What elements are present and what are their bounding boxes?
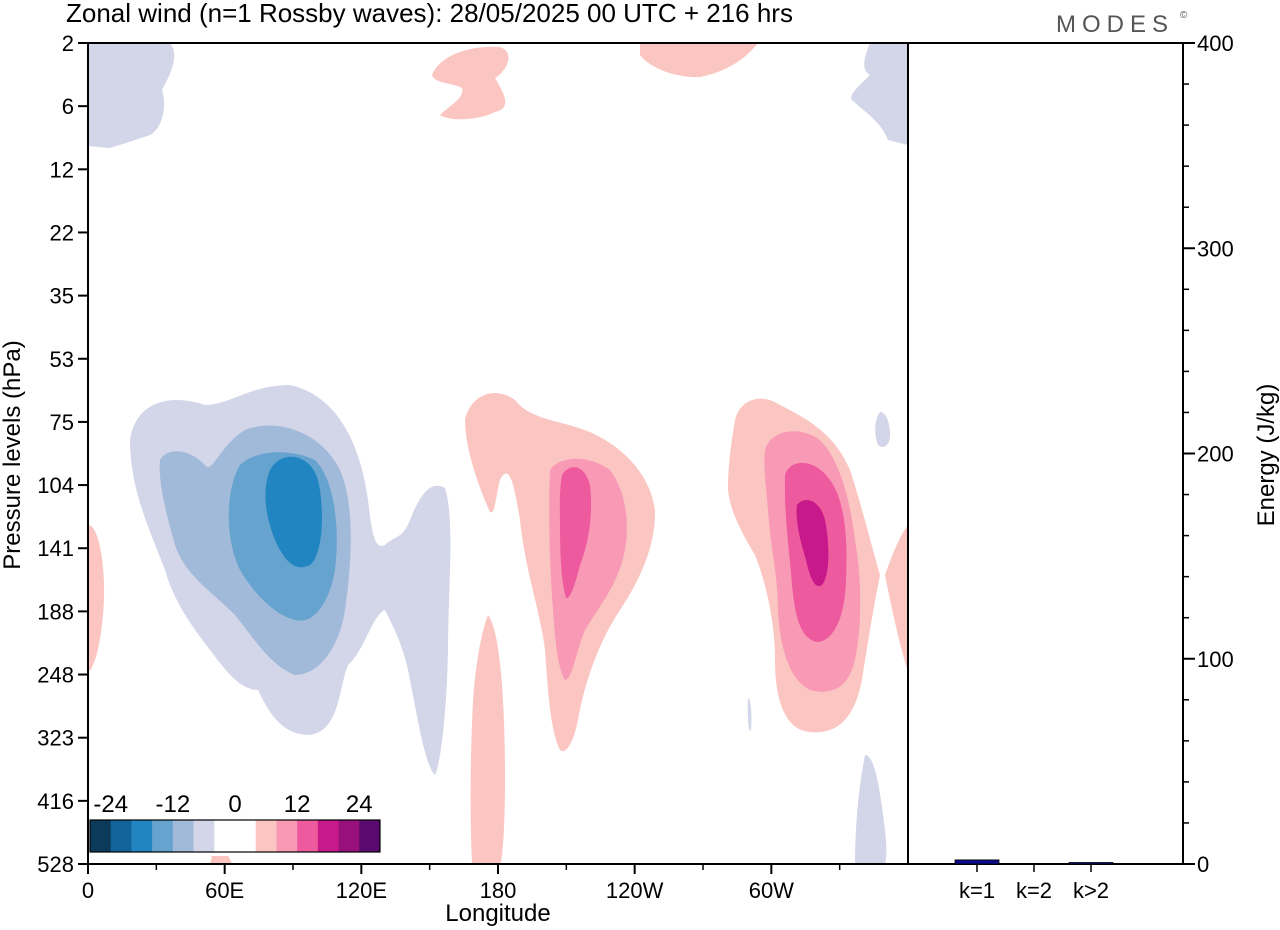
y-axis-label: Pressure levels (hPa) [0, 340, 26, 569]
y-tick-label: 188 [37, 599, 74, 624]
colorbar-swatch [317, 820, 339, 852]
colorbar-label: -12 [156, 791, 191, 818]
colorbar-swatch [338, 820, 360, 852]
y-tick-label: 528 [37, 852, 74, 877]
y-tick-label: 53 [50, 347, 74, 372]
energy-cat-label: k=1 [959, 878, 995, 903]
colorbar-swatch [172, 820, 194, 852]
energy-tick-label: 400 [1197, 31, 1234, 56]
contour-pos-top-b [640, 43, 758, 78]
x-tick-label: 180 [480, 878, 517, 903]
energy-tick-label: 100 [1197, 647, 1234, 672]
y-tick-label: 6 [62, 94, 74, 119]
logo-text: MODES [1056, 11, 1174, 38]
logo-mark: © [1180, 10, 1188, 21]
contour-pos-1c [559, 467, 592, 599]
x-tick-label: 0 [82, 878, 94, 903]
colorbar-swatch [214, 820, 236, 852]
colorbar-swatch [110, 820, 132, 852]
contour-neg-top-right [851, 43, 908, 145]
y-axis: 2 6 12 22 35 53 75 104 141 188 248 323 416 528 [37, 31, 88, 877]
y-tick-label: 248 [37, 663, 74, 688]
x-tick-label: 60E [205, 878, 244, 903]
colorbar-swatch [90, 820, 112, 852]
energy-axis-label: Energy (J/kg) [1253, 384, 1280, 527]
energy-bar-k>2 [1068, 862, 1114, 865]
colorbar-swatch [359, 820, 381, 852]
energy-bars: k=1 k=2 k>2 [954, 859, 1114, 903]
y-tick-label: 35 [50, 284, 74, 309]
contour-neg-top-left [88, 43, 175, 148]
contour-pos-top-a [432, 46, 509, 120]
y-tick-label: 2 [62, 31, 74, 56]
chart-title: Zonal wind (n=1 Rossby waves): 28/05/202… [66, 0, 793, 28]
colorbar-label: 12 [284, 791, 311, 818]
colorbar-swatch [255, 820, 277, 852]
x-tick-label: 120E [336, 878, 387, 903]
y-tick-label: 12 [50, 157, 74, 182]
contour-neg-small-a [875, 412, 890, 447]
x-axis-label: Longitude [445, 900, 550, 927]
colorbar-swatch [193, 820, 215, 852]
y-tick-label: 104 [37, 473, 74, 498]
x-tick-label: 120W [606, 878, 664, 903]
colorbar-swatch [131, 820, 153, 852]
colorbar-frame [89, 819, 381, 853]
contour-pos-right-edge [885, 525, 908, 672]
colorbar-swatch [297, 820, 319, 852]
colorbar: -24 -12 0 12 24 [88, 786, 382, 856]
contour-pos-bottom [470, 615, 505, 864]
energy-cat-label: k>2 [1073, 878, 1109, 903]
y-tick-label: 416 [37, 789, 74, 814]
colorbar-swatch [276, 820, 298, 852]
x-axis: 0 60E 120E 180 120W 60W [82, 864, 841, 903]
contour-neg-small-b [747, 698, 752, 731]
energy-bar-k=1 [954, 859, 1000, 865]
x-tick-label: 60W [749, 878, 794, 903]
contour-neg-bottom [855, 755, 887, 864]
modes-logo: MODES © [1056, 10, 1188, 38]
contour-pos-2d [796, 500, 829, 587]
colorbar-label: 0 [228, 791, 241, 818]
colorbar-swatch [235, 820, 257, 852]
energy-tick-label: 0 [1197, 852, 1209, 877]
y-tick-label: 141 [37, 536, 74, 561]
contour-neg-4 [265, 456, 322, 568]
energy-axis: 0 100 200 300 400 [1183, 31, 1234, 877]
contour-field [88, 43, 908, 864]
energy-cat-label: k=2 [1016, 878, 1052, 903]
energy-tick-label: 300 [1197, 236, 1234, 261]
y-tick-label: 22 [50, 220, 74, 245]
colorbar-swatch [152, 820, 174, 852]
colorbar-label: 24 [346, 791, 373, 818]
colorbar-label: -24 [93, 791, 128, 818]
y-tick-label: 75 [50, 410, 74, 435]
contour-pos-left-edge [88, 525, 105, 672]
y-tick-label: 323 [37, 726, 74, 751]
energy-tick-label: 200 [1197, 442, 1234, 467]
